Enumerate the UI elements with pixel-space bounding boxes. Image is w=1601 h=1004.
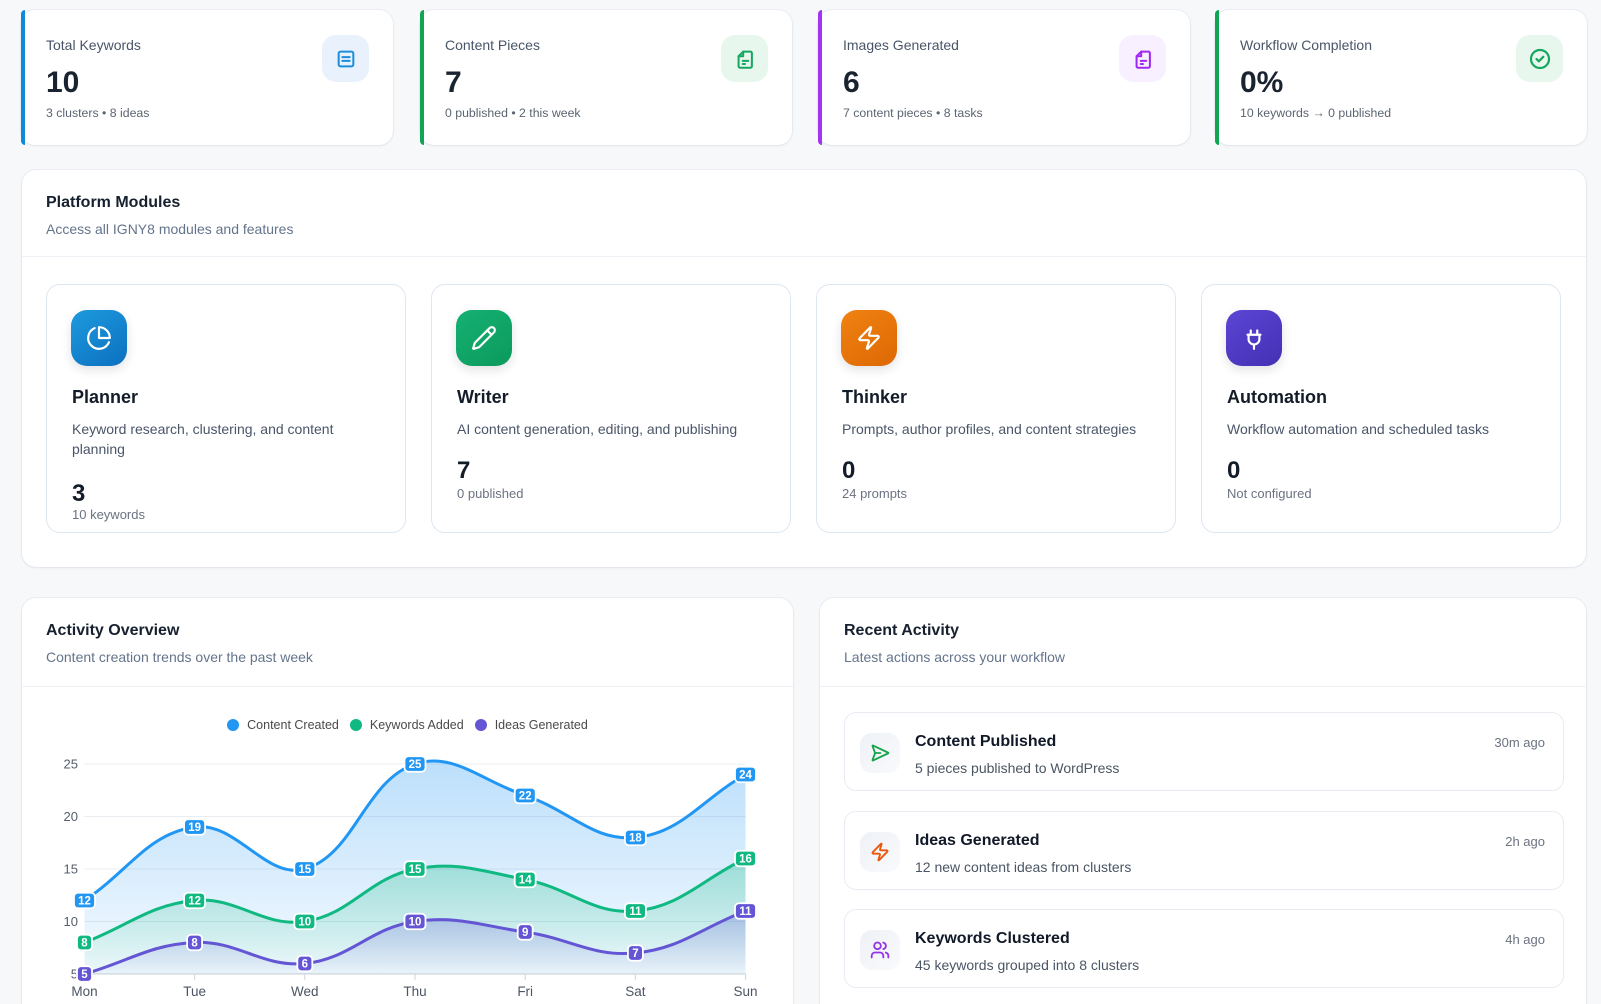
svg-text:8: 8 [191,938,198,950]
svg-text:Tue: Tue [183,984,206,999]
svg-text:16: 16 [739,854,752,866]
svg-text:5: 5 [71,967,78,982]
svg-text:14: 14 [519,875,532,887]
svg-text:15: 15 [409,864,422,876]
svg-text:6: 6 [302,959,308,971]
svg-text:8: 8 [81,938,88,950]
svg-text:Mon: Mon [71,984,97,999]
svg-text:10: 10 [409,917,422,929]
svg-text:22: 22 [519,791,532,803]
svg-text:11: 11 [739,906,752,918]
svg-text:9: 9 [522,927,528,939]
svg-text:12: 12 [188,896,201,908]
svg-text:15: 15 [64,862,78,877]
svg-text:25: 25 [409,759,422,771]
svg-text:11: 11 [629,906,642,918]
svg-text:Fri: Fri [517,984,533,999]
svg-text:10: 10 [298,917,311,929]
svg-text:19: 19 [188,822,201,834]
svg-text:10: 10 [64,914,78,929]
svg-text:20: 20 [64,809,78,824]
svg-text:24: 24 [739,770,752,782]
svg-text:Sun: Sun [733,984,757,999]
svg-text:18: 18 [629,833,642,845]
svg-text:12: 12 [78,896,91,908]
svg-text:7: 7 [632,948,638,960]
svg-text:25: 25 [64,757,78,772]
svg-text:Wed: Wed [291,984,319,999]
svg-text:Thu: Thu [403,984,426,999]
svg-text:5: 5 [81,969,88,981]
svg-text:Sat: Sat [625,984,646,999]
svg-text:15: 15 [298,864,311,876]
